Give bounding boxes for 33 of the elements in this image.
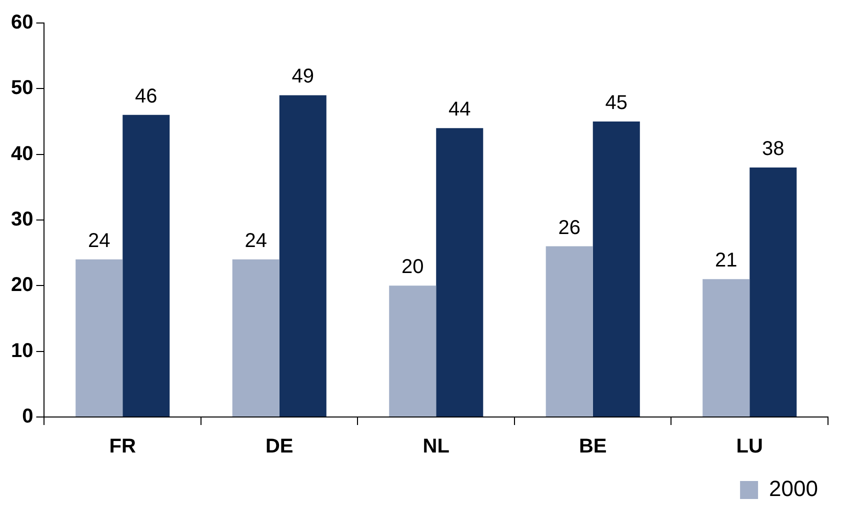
data-label: 44 <box>448 98 471 121</box>
data-label: 46 <box>135 85 158 108</box>
x-tick-label: BE <box>578 436 607 458</box>
bar <box>702 279 750 416</box>
bar <box>389 286 436 416</box>
y-tick-label: 60 <box>10 12 34 34</box>
data-label: 24 <box>88 230 110 252</box>
y-tick-label: 40 <box>10 142 34 165</box>
bar <box>76 259 123 416</box>
data-label: 49 <box>292 66 314 88</box>
legend-label: 2000 <box>769 476 818 502</box>
bar <box>546 246 593 416</box>
data-label: 21 <box>714 250 738 272</box>
y-tick-label: 10 <box>10 340 34 362</box>
data-label: 26 <box>558 216 580 239</box>
bar <box>279 95 326 416</box>
bar <box>436 128 484 416</box>
bar <box>592 122 640 416</box>
x-tick-label: NL <box>422 436 450 458</box>
data-label: 20 <box>401 256 424 278</box>
data-label: 38 <box>762 138 784 160</box>
data-label: 45 <box>605 92 628 114</box>
x-tick-label: LU <box>736 436 763 458</box>
y-tick-label: 50 <box>10 77 34 100</box>
data-label: 24 <box>244 230 267 252</box>
bar <box>122 114 170 416</box>
y-tick-label: 20 <box>10 274 34 296</box>
bar <box>232 259 280 416</box>
x-tick-label: DE <box>265 436 294 458</box>
y-tick-label: 0 <box>22 406 34 428</box>
x-tick-label: FR <box>109 436 136 458</box>
bar <box>750 167 797 416</box>
y-tick-label: 30 <box>10 208 34 231</box>
